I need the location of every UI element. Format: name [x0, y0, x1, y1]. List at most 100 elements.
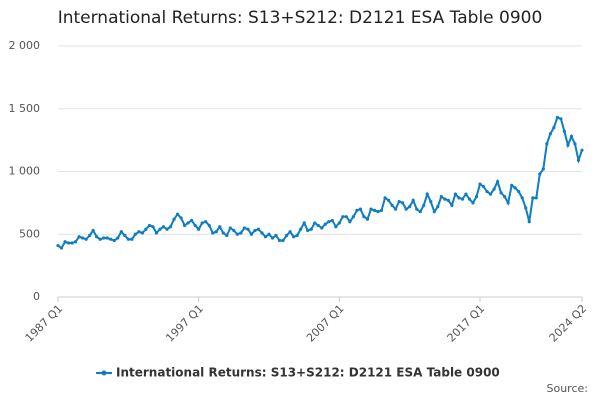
point [503, 195, 507, 199]
point [204, 220, 208, 224]
point [126, 237, 130, 241]
point [119, 230, 123, 234]
point [288, 230, 292, 234]
point [207, 223, 211, 228]
point [559, 117, 563, 121]
point [460, 197, 465, 201]
point [573, 142, 577, 146]
point [379, 208, 384, 213]
point [341, 215, 345, 219]
point [246, 227, 250, 231]
point [214, 230, 218, 234]
legend-label: International Returns: S13+S212: D2121 E… [116, 366, 500, 380]
point [376, 210, 380, 214]
y-tick-label: 2 000 [9, 39, 41, 52]
point [383, 196, 387, 200]
point [538, 172, 542, 176]
point [270, 236, 275, 240]
point [77, 235, 81, 239]
point [386, 198, 391, 202]
point [443, 197, 447, 201]
point [211, 231, 215, 235]
point [450, 203, 454, 207]
point [513, 186, 517, 190]
x-tick-label: 2007 Q1 [304, 302, 347, 345]
point [313, 221, 317, 225]
point [302, 221, 306, 225]
point [372, 208, 377, 213]
point [401, 201, 405, 205]
point [576, 158, 581, 162]
point [552, 125, 556, 130]
point [495, 179, 500, 184]
point [369, 207, 373, 211]
point [102, 236, 106, 240]
point [404, 207, 408, 211]
point [295, 233, 299, 238]
point [277, 238, 282, 243]
point [566, 143, 570, 147]
point [274, 233, 278, 238]
point [348, 220, 352, 224]
point [478, 182, 482, 186]
point [432, 210, 436, 214]
point [66, 241, 71, 245]
point [309, 227, 313, 231]
point [531, 196, 535, 200]
point [249, 232, 254, 236]
point [457, 196, 461, 200]
point [91, 228, 95, 233]
y-tick-label: 0 [33, 290, 40, 303]
point [344, 215, 348, 219]
point [63, 240, 67, 244]
point [520, 196, 524, 200]
point [320, 226, 324, 230]
point [172, 217, 176, 221]
point [175, 212, 180, 216]
point [151, 225, 155, 229]
point [474, 195, 479, 199]
point [316, 223, 320, 228]
point [510, 183, 514, 187]
point [492, 187, 496, 191]
point [453, 192, 457, 196]
point [464, 192, 468, 196]
point [499, 191, 503, 195]
point [548, 132, 552, 136]
x-tick-label: 1997 Q1 [163, 302, 206, 345]
point [408, 205, 412, 209]
point [239, 231, 243, 235]
x-tick-label: 1987 Q1 [23, 302, 66, 345]
point [179, 216, 183, 220]
point [337, 221, 341, 225]
point [197, 227, 201, 231]
point [545, 142, 549, 146]
point [365, 217, 370, 221]
point [439, 195, 443, 199]
point [562, 129, 567, 133]
point [105, 236, 109, 240]
point [323, 222, 327, 226]
point [98, 237, 102, 241]
point [358, 207, 363, 211]
point [351, 215, 356, 219]
point [168, 225, 173, 229]
point [232, 228, 236, 233]
point [95, 235, 99, 239]
point [253, 228, 257, 233]
point [485, 189, 489, 194]
point [242, 226, 246, 230]
point [292, 235, 296, 239]
point [165, 227, 169, 231]
point [411, 198, 415, 202]
x-tick-label: 2017 Q1 [445, 302, 488, 345]
point [109, 237, 113, 241]
point [334, 225, 338, 229]
point [362, 215, 366, 219]
point [569, 134, 574, 138]
point [260, 231, 264, 235]
point [306, 228, 310, 233]
point [281, 238, 285, 243]
point [541, 167, 545, 171]
point [429, 200, 433, 204]
